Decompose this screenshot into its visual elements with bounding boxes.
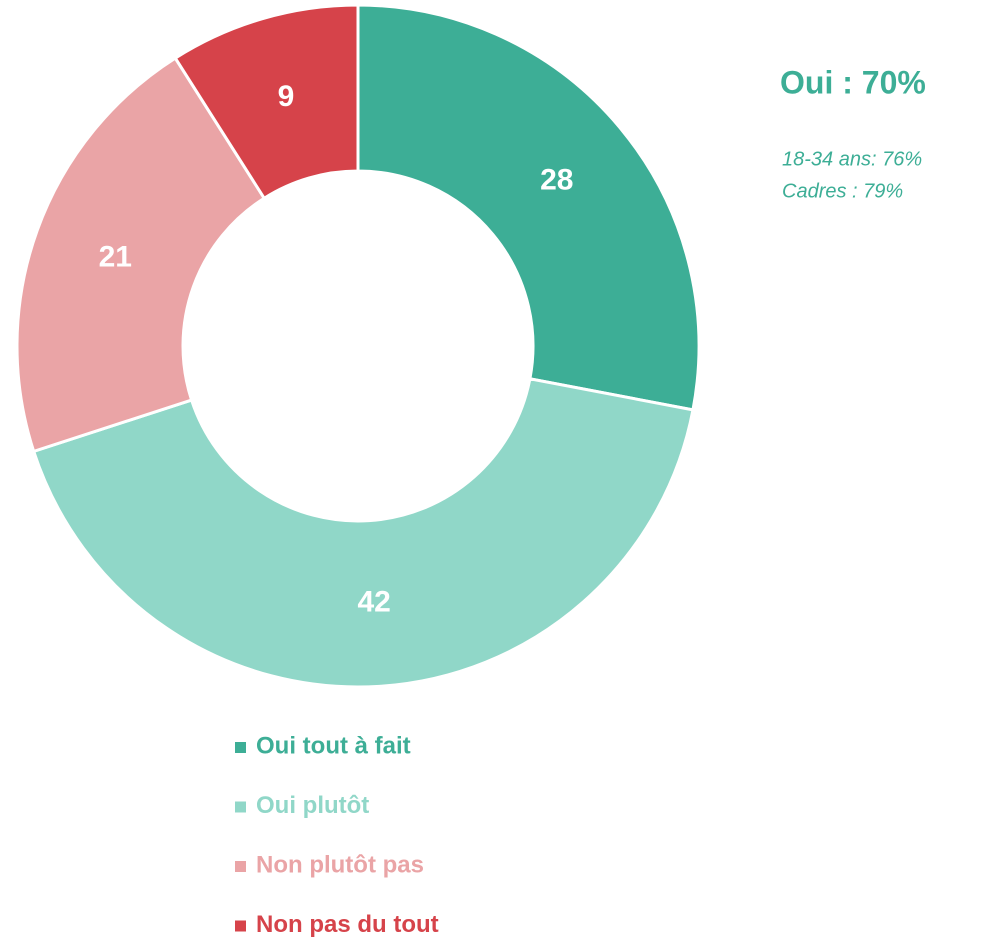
donut-slice: [173, 3, 360, 201]
legend-label: Oui tout à fait: [256, 732, 411, 759]
data-label: 42: [358, 585, 391, 618]
donut-slice: [31, 377, 695, 689]
donut-slice: [356, 3, 701, 412]
legend-swatch: [235, 801, 246, 813]
legend-swatch: [235, 742, 246, 753]
legend-label: Non pas du tout: [256, 911, 439, 938]
donut-slice: [15, 56, 267, 454]
annotation-detail: 18-34 ans: 76%: [782, 148, 922, 170]
legend-label: Non plutôt pas: [256, 851, 424, 878]
data-label: 28: [540, 163, 573, 196]
legend-swatch: [235, 861, 246, 872]
data-label: 9: [278, 80, 295, 113]
annotation-detail: Cadres : 79%: [782, 180, 903, 202]
annotation-main: Oui : 70%: [780, 64, 926, 100]
legend-swatch: [235, 920, 246, 932]
data-label: 21: [99, 241, 132, 274]
legend-label: Oui plutôt: [256, 792, 369, 819]
